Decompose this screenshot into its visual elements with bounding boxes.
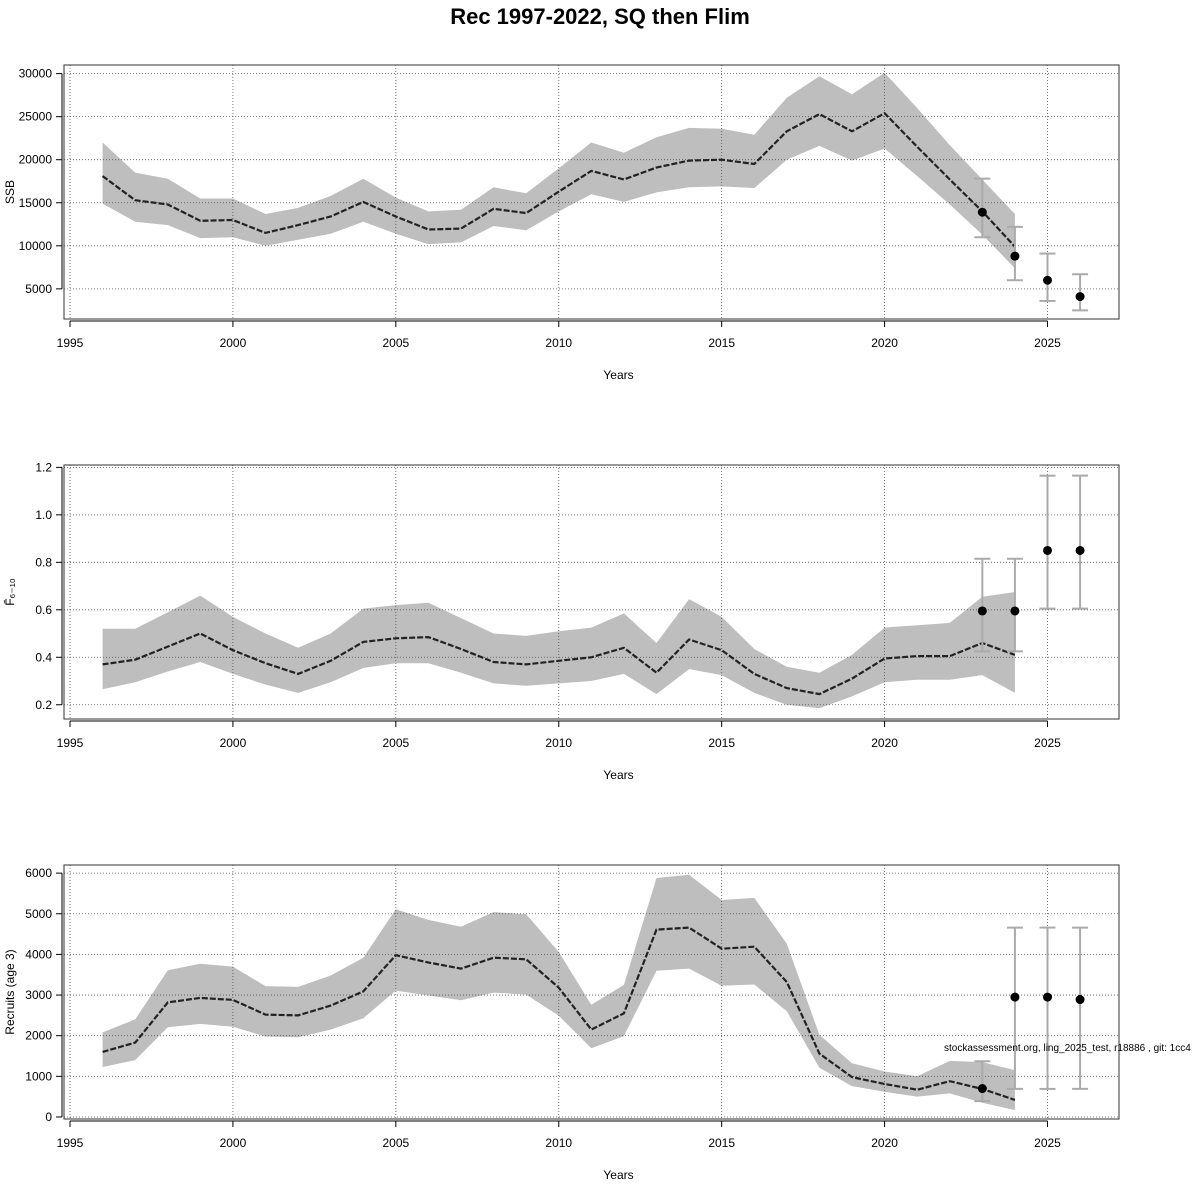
y-tick-label: 30000 <box>19 67 53 81</box>
x-tick-label: 2020 <box>871 336 898 350</box>
panel-3: 1995 2000 2005 2010 2015 2020 2025 0 1000 2000 300… <box>3 864 1120 1182</box>
y-tick-label: 6000 <box>25 866 52 880</box>
x-tick-label: 2020 <box>871 736 898 750</box>
x-axis-label: Years <box>603 368 633 382</box>
x-tick-label: 2005 <box>382 736 409 750</box>
x-tick-label: 2010 <box>545 336 572 350</box>
projection-point <box>977 207 987 217</box>
y-tick-label: 0.4 <box>35 650 52 664</box>
x-tick-label: 2000 <box>220 1136 247 1150</box>
projection-point <box>1010 992 1020 1002</box>
projection-point <box>1043 992 1052 1002</box>
estimate-line <box>102 632 1016 696</box>
projection-point <box>1043 545 1052 555</box>
y-tick-label: 0 <box>45 1110 52 1124</box>
x-tick-label: 2025 <box>1034 736 1061 750</box>
y-tick-label: 5000 <box>25 282 52 296</box>
projection-point <box>1075 545 1085 555</box>
plot-frame <box>63 464 1120 720</box>
y-tick-label: 1.0 <box>35 508 52 522</box>
x-axis-label: Years <box>603 1168 633 1182</box>
x-tick-label: 2015 <box>708 736 735 750</box>
projection-point <box>1043 275 1052 285</box>
y-tick-label: 1000 <box>25 1069 52 1083</box>
estimate-line <box>102 926 1016 1101</box>
y-axis-label: SSB <box>3 180 17 204</box>
x-tick-label: 2000 <box>220 336 247 350</box>
y-axis-label: Recruits (age 3) <box>3 949 17 1034</box>
estimate-line <box>101 111 1016 248</box>
x-tick-label: 2010 <box>545 1136 572 1150</box>
x-tick-label: 2000 <box>220 736 247 750</box>
x-tick-label: 2025 <box>1034 336 1061 350</box>
y-tick-label: 0.6 <box>35 603 52 617</box>
y-tick-label: 15000 <box>19 196 53 210</box>
projection-point <box>1010 606 1020 616</box>
y-tick-label: 1.2 <box>35 460 52 474</box>
projection-point <box>977 1084 987 1094</box>
x-tick-label: 2005 <box>382 1136 409 1150</box>
confidence-band <box>102 874 1015 1111</box>
chart-title: Rec 1997-2022, SQ then Flim <box>450 4 750 29</box>
x-tick-label: 1995 <box>57 1136 84 1150</box>
panel-2: 1995 2000 2005 2010 2015 2020 2025 0.2 0.4 0.6 0.8… <box>3 460 1120 782</box>
y-tick-label: 10000 <box>19 239 53 253</box>
y-tick-label: 0.2 <box>35 698 52 712</box>
x-axis-label: Years <box>603 768 633 782</box>
x-tick-label: 2010 <box>545 736 572 750</box>
plot-frame <box>63 64 1120 320</box>
panels: 1995 2000 2005 2010 2015 2020 2025500010000150… <box>3 64 1120 1182</box>
y-tick-label: 4000 <box>25 947 52 961</box>
x-tick-label: 2005 <box>382 336 409 350</box>
y-tick-label: 20000 <box>19 153 53 167</box>
y-tick-label: 3000 <box>25 988 52 1002</box>
y-tick-label: 0.8 <box>35 555 52 569</box>
panel-1: 1995 2000 2005 2010 2015 2020 2025 5000 10000 150… <box>3 64 1120 382</box>
y-tick-label: 2000 <box>25 1029 52 1043</box>
x-tick-label: 2015 <box>708 1136 735 1150</box>
y-tick-label: 25000 <box>19 110 53 124</box>
y-axis-label: F̄₆₋₁₀ <box>3 578 17 606</box>
x-tick-label: 1995 <box>57 336 84 350</box>
x-tick-label: 2020 <box>871 1136 898 1150</box>
projection-point <box>1010 251 1020 261</box>
plot-frame <box>63 864 1120 1120</box>
x-tick-label: 1995 <box>57 736 84 750</box>
projection-point <box>977 606 987 616</box>
footnote: stockassessment.org, ling_2025_test, r18… <box>944 1043 1191 1054</box>
projection-point <box>1075 292 1085 302</box>
y-tick-label: 5000 <box>25 907 52 921</box>
x-tick-label: 2015 <box>708 336 735 350</box>
confidence-band <box>102 592 1015 709</box>
projection-point <box>1075 995 1085 1005</box>
x-tick-label: 2025 <box>1034 1136 1061 1150</box>
